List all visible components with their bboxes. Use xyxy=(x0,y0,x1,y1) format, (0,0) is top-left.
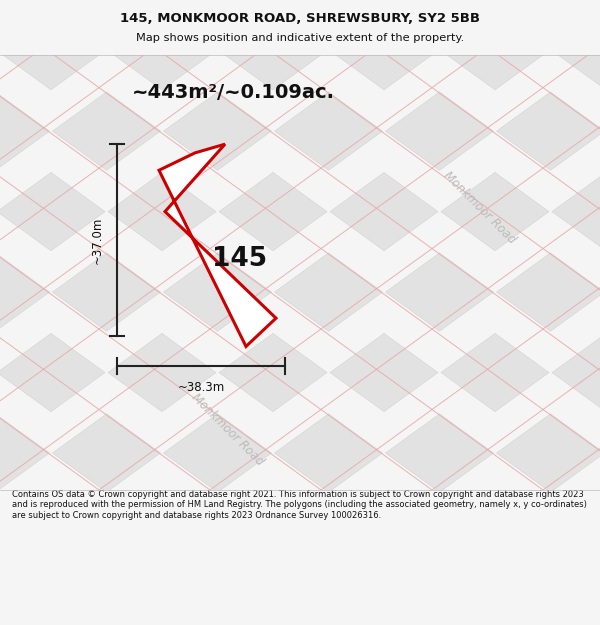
Polygon shape xyxy=(0,92,49,170)
Polygon shape xyxy=(0,253,49,331)
Polygon shape xyxy=(441,11,549,90)
Polygon shape xyxy=(219,333,327,412)
Polygon shape xyxy=(0,494,105,572)
Polygon shape xyxy=(330,333,438,412)
Polygon shape xyxy=(386,92,493,170)
Polygon shape xyxy=(497,92,600,170)
Text: ~37.0m: ~37.0m xyxy=(91,216,104,264)
Polygon shape xyxy=(0,173,105,251)
Polygon shape xyxy=(552,333,600,412)
Text: 145: 145 xyxy=(212,246,268,272)
Polygon shape xyxy=(497,414,600,492)
Polygon shape xyxy=(441,494,549,572)
Text: Monkmoor Road: Monkmoor Road xyxy=(442,169,518,246)
Polygon shape xyxy=(497,253,600,331)
Polygon shape xyxy=(53,414,160,492)
Polygon shape xyxy=(0,414,49,492)
Polygon shape xyxy=(386,253,493,331)
Text: Monkmoor Road: Monkmoor Road xyxy=(190,391,266,468)
Text: Contains OS data © Crown copyright and database right 2021. This information is : Contains OS data © Crown copyright and d… xyxy=(12,490,587,520)
Polygon shape xyxy=(0,11,105,90)
Text: ~38.3m: ~38.3m xyxy=(178,381,224,394)
Polygon shape xyxy=(53,253,160,331)
Polygon shape xyxy=(275,414,383,492)
Text: Map shows position and indicative extent of the property.: Map shows position and indicative extent… xyxy=(136,33,464,43)
Polygon shape xyxy=(441,173,549,251)
Polygon shape xyxy=(108,173,216,251)
Polygon shape xyxy=(219,11,327,90)
Polygon shape xyxy=(108,494,216,572)
Polygon shape xyxy=(330,494,438,572)
Polygon shape xyxy=(275,92,383,170)
Polygon shape xyxy=(108,333,216,412)
Polygon shape xyxy=(0,333,105,412)
Polygon shape xyxy=(441,333,549,412)
Polygon shape xyxy=(386,414,493,492)
Polygon shape xyxy=(552,11,600,90)
Text: ~443m²/~0.109ac.: ~443m²/~0.109ac. xyxy=(132,83,335,102)
Polygon shape xyxy=(330,173,438,251)
Text: 145, MONKMOOR ROAD, SHREWSBURY, SY2 5BB: 145, MONKMOOR ROAD, SHREWSBURY, SY2 5BB xyxy=(120,12,480,25)
Polygon shape xyxy=(164,92,271,170)
Polygon shape xyxy=(219,173,327,251)
Polygon shape xyxy=(164,414,271,492)
Polygon shape xyxy=(552,494,600,572)
Polygon shape xyxy=(164,253,271,331)
Polygon shape xyxy=(275,253,383,331)
Polygon shape xyxy=(53,92,160,170)
Polygon shape xyxy=(552,173,600,251)
Polygon shape xyxy=(108,11,216,90)
Polygon shape xyxy=(219,494,327,572)
Polygon shape xyxy=(159,144,276,346)
Polygon shape xyxy=(330,11,438,90)
